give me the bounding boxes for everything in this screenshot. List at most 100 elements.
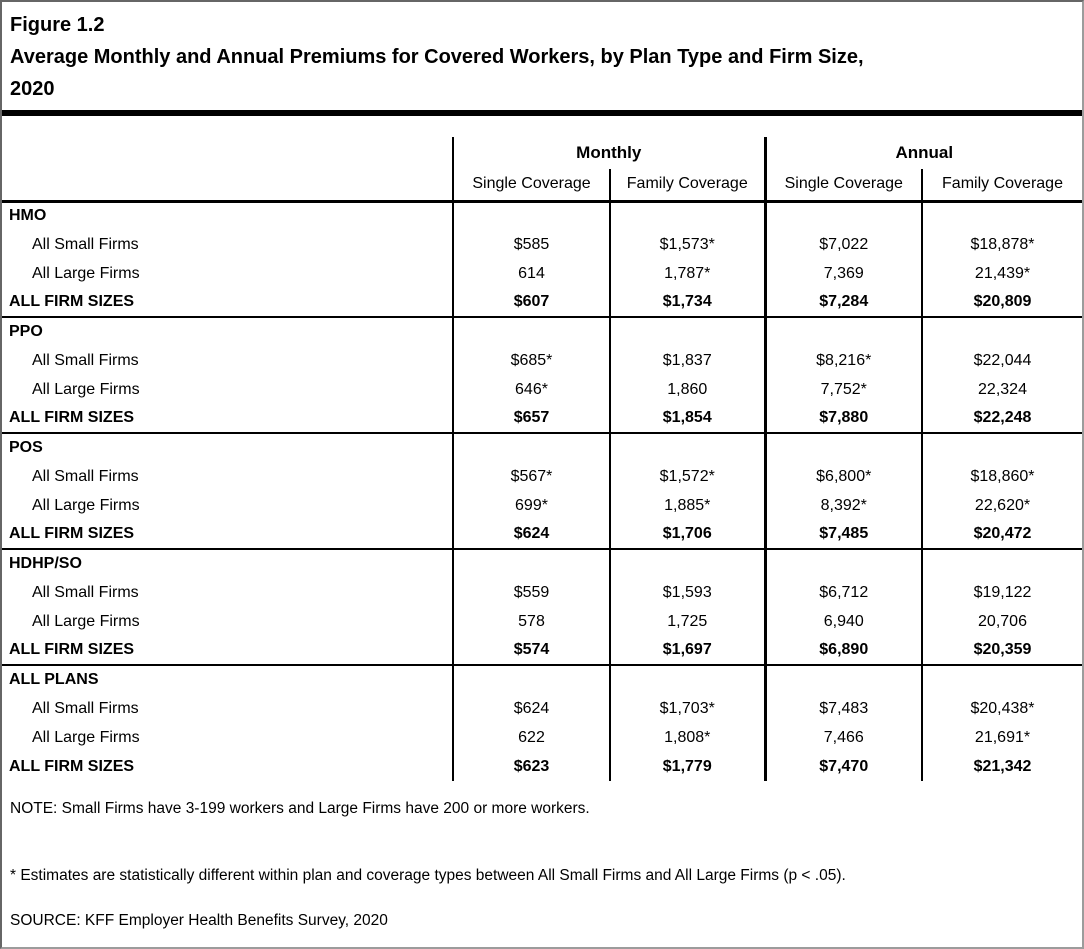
premium-value: $18,878* (970, 235, 1035, 253)
premium-value: $18,860* (970, 467, 1035, 485)
premium-value: 22,324 (978, 380, 1027, 398)
premium-value: $623 (453, 752, 611, 781)
table-row: All Small Firms $559 $1,593 $6,712 $19,122 (2, 578, 1082, 607)
premium-value: 1,885* (610, 491, 767, 520)
table-row: All Large Firms 614 1,787* 7,369 21,439* (2, 259, 1082, 288)
row-label: ALL FIRM SIZES (2, 404, 454, 433)
table-row: ALL FIRM SIZES $574 $1,697 $6,890 $20,359 (2, 636, 1082, 665)
annual-group-header: Annual (895, 143, 954, 162)
premium-value: $657 (453, 404, 611, 433)
row-label: All Small Firms (2, 346, 454, 375)
source-text: SOURCE: KFF Employer Health Benefits Sur… (10, 912, 388, 929)
row-label: All Small Firms (2, 578, 454, 607)
premium-value: $20,809 (973, 293, 1032, 310)
premium-value: $20,472 (973, 525, 1032, 542)
row-label: All Large Firms (2, 607, 454, 636)
sub-header-row: Single Coverage Family Coverage Single C… (2, 169, 1082, 203)
empty-cell (610, 664, 767, 694)
plan-section-header-row: PPO (2, 316, 1082, 346)
premium-value: $19,122 (973, 583, 1032, 601)
title-divider-rule (2, 110, 1082, 116)
empty-cell (765, 664, 923, 694)
premium-value: 699* (453, 491, 611, 520)
premium-value: 646* (453, 375, 611, 404)
title-block: Figure 1.2 Average Monthly and Annual Pr… (2, 2, 1082, 105)
figure-label: Figure 1.2 (10, 14, 105, 36)
premium-value: $574 (453, 636, 611, 665)
table-header: Monthly Annual Single Coverage Family Co… (2, 137, 1082, 203)
table-row: All Small Firms $585 $1,573* $7,022 $18,878* (2, 230, 1082, 259)
plan-name: HDHP/SO (2, 548, 454, 578)
empty-cell (922, 664, 1082, 694)
row-label: All Large Firms (2, 491, 454, 520)
premium-value: $1,573* (610, 230, 767, 259)
premium-value: $20,438* (970, 699, 1035, 717)
figure-title: Average Monthly and Annual Premiums for … (10, 41, 1070, 105)
premium-value: $6,800* (765, 462, 923, 491)
premium-value: 1,860 (610, 375, 767, 404)
table-row: All Small Firms $685* $1,837 $8,216* $22,044 (2, 346, 1082, 375)
premium-value: $1,703* (610, 694, 767, 723)
table-row: All Large Firms 622 1,808* 7,466 21,691* (2, 723, 1082, 752)
annual-single-coverage-header: Single Coverage (765, 169, 923, 203)
premium-value: $607 (453, 288, 611, 317)
premium-value: $1,706 (610, 520, 767, 549)
premium-value: $20,359 (973, 641, 1032, 658)
empty-cell (922, 432, 1082, 462)
premium-value: $1,697 (610, 636, 767, 665)
empty-cell (765, 316, 923, 346)
premium-value: $7,485 (765, 520, 923, 549)
table-row: All Small Firms $567* $1,572* $6,800* $18,86… (2, 462, 1082, 491)
plan-name: POS (2, 432, 454, 462)
premium-value: $7,880 (765, 404, 923, 433)
empty-cell (765, 548, 923, 578)
figure-title-line1: Average Monthly and Annual Premiums for … (10, 46, 864, 68)
table-body: HMO All Small Firms $585 $1,573* $7,022 $18,8… (2, 200, 1082, 781)
premium-value: $585 (453, 230, 611, 259)
premium-value: 614 (453, 259, 611, 288)
table-row: All Large Firms 578 1,725 6,940 20,706 (2, 607, 1082, 636)
table-row: All Large Firms 699* 1,885* 8,392* 22,620* (2, 491, 1082, 520)
row-label: All Large Firms (2, 259, 454, 288)
monthly-single-coverage-header: Single Coverage (453, 169, 611, 203)
row-label: All Large Firms (2, 375, 454, 404)
group-header-row: Monthly Annual (2, 137, 1082, 169)
premium-value: $8,216* (765, 346, 923, 375)
plan-name: HMO (2, 200, 454, 230)
table-row: ALL FIRM SIZES $623 $1,779 $7,470 $21,342 (2, 752, 1082, 781)
empty-cell (453, 432, 611, 462)
premium-value: 7,466 (765, 723, 923, 752)
premium-value: $559 (453, 578, 611, 607)
row-label: All Small Firms (2, 462, 454, 491)
premium-value: 20,706 (978, 612, 1027, 630)
premium-value: 21,439* (974, 264, 1031, 282)
premium-value: $7,483 (765, 694, 923, 723)
row-label: ALL FIRM SIZES (2, 636, 454, 665)
premium-value: 7,752* (765, 375, 923, 404)
header-spacer-cell (2, 169, 454, 203)
row-label: ALL FIRM SIZES (2, 752, 454, 781)
asterisk-note: * Estimates are statistically different … (10, 867, 846, 884)
plan-section-header-row: ALL PLANS (2, 664, 1082, 694)
plan-name: ALL PLANS (2, 664, 454, 694)
empty-cell (610, 316, 767, 346)
row-label: All Small Firms (2, 694, 454, 723)
row-label: All Small Firms (2, 230, 454, 259)
empty-cell (922, 548, 1082, 578)
premium-value: $1,854 (610, 404, 767, 433)
premium-value: $1,593 (610, 578, 767, 607)
note-text: NOTE: Small Firms have 3-199 workers and… (10, 800, 590, 817)
empty-cell (453, 548, 611, 578)
premium-value: 622 (453, 723, 611, 752)
plan-section-header-row: HDHP/SO (2, 548, 1082, 578)
table-row: ALL FIRM SIZES $607 $1,734 $7,284 $20,809 (2, 288, 1082, 317)
premium-value: $1,837 (610, 346, 767, 375)
empty-cell (453, 664, 611, 694)
premium-value: $685* (453, 346, 611, 375)
premium-value: $624 (453, 694, 611, 723)
premium-value: 8,392* (765, 491, 923, 520)
premium-value: $1,779 (610, 752, 767, 781)
row-label: All Large Firms (2, 723, 454, 752)
premium-value: 6,940 (765, 607, 923, 636)
